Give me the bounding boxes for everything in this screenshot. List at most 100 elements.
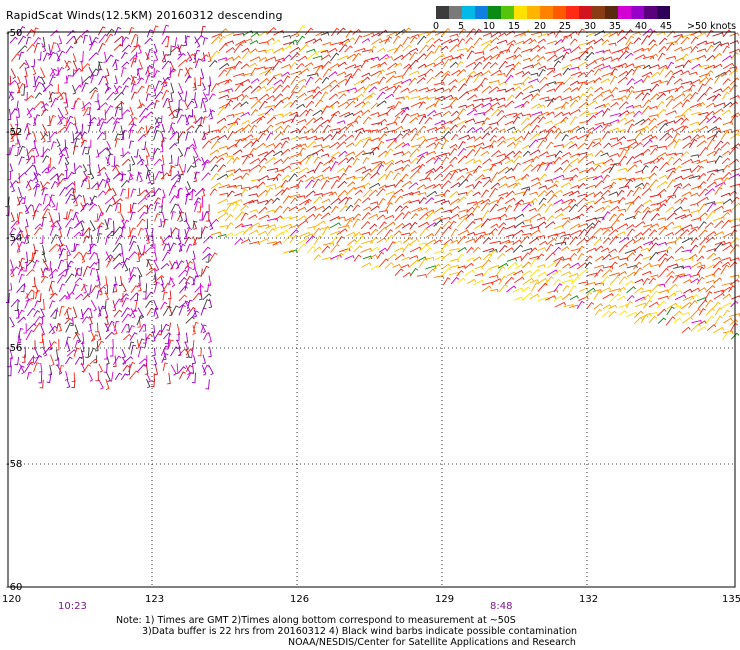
- legend-label-40: 40: [635, 21, 648, 32]
- wind-barb: [322, 42, 332, 46]
- wind-barb: [547, 97, 557, 107]
- wind-barb: [88, 121, 94, 133]
- wind-barb: [225, 169, 236, 173]
- wind-barb: [39, 332, 43, 343]
- wind-barb: [562, 190, 574, 197]
- wind-barb: [570, 215, 581, 221]
- wind-barb: [522, 158, 535, 164]
- wind-barb: [425, 167, 436, 174]
- wind-barb: [481, 117, 490, 126]
- wind-barb: [105, 33, 114, 43]
- wind-barb: [32, 76, 37, 88]
- wind-barb: [89, 347, 97, 358]
- wind-barb: [729, 243, 740, 254]
- wind-barb: [504, 276, 515, 285]
- wind-barb: [339, 111, 351, 118]
- wind-barb: [33, 27, 39, 37]
- wind-barb: [602, 107, 611, 117]
- wind-barb: [200, 307, 207, 316]
- wind-barb: [177, 44, 182, 56]
- wind-barb: [272, 84, 283, 94]
- wind-barb: [648, 277, 656, 285]
- wind-barb: [209, 59, 218, 68]
- wind-barb: [457, 246, 467, 253]
- wind-barb: [443, 209, 453, 214]
- wind-barb: [554, 207, 564, 214]
- wind-barb: [320, 49, 329, 54]
- wind-barb: [729, 257, 740, 262]
- wind-barb: [544, 129, 554, 139]
- wind-barb: [145, 93, 151, 102]
- wind-barb: [346, 120, 359, 126]
- wind-barb: [314, 65, 324, 75]
- wind-barb: [626, 224, 635, 230]
- wind-barb: [370, 112, 380, 116]
- wind-barb: [305, 205, 317, 213]
- wind-barb: [528, 139, 539, 148]
- wind-barb: [12, 124, 19, 136]
- wind-barb: [226, 157, 235, 164]
- wind-barb: [104, 86, 112, 94]
- wind-barb: [673, 236, 683, 243]
- wind-barb: [34, 146, 40, 158]
- wind-barb: [538, 197, 547, 205]
- wind-barb: [25, 132, 32, 140]
- wind-barb: [609, 218, 620, 229]
- wind-barb: [320, 32, 330, 36]
- wind-barb: [137, 227, 144, 236]
- wind-barb: [690, 261, 702, 269]
- wind-barb: [226, 222, 234, 230]
- wind-barb: [576, 262, 588, 270]
- wind-barb: [586, 301, 595, 309]
- wind-barb: [624, 52, 634, 59]
- wind-barb: [632, 195, 642, 204]
- wind-barb: [114, 106, 121, 117]
- wind-barb: [569, 295, 579, 300]
- wind-barb: [688, 294, 699, 302]
- wind-barb: [274, 142, 283, 149]
- lat-lon-grid: [8, 32, 735, 587]
- wind-barb: [649, 144, 659, 149]
- wind-barb: [312, 38, 323, 44]
- wind-barb: [344, 255, 355, 260]
- wind-barb: [146, 203, 154, 212]
- wind-barb: [178, 242, 183, 252]
- wind-barb: [9, 36, 18, 44]
- wind-barb: [393, 54, 405, 61]
- wind-barb: [345, 219, 353, 227]
- wind-barb: [712, 93, 722, 102]
- wind-barb: [39, 379, 44, 389]
- wind-barb: [456, 269, 464, 277]
- wind-barb: [586, 166, 595, 173]
- wind-barb: [23, 260, 28, 272]
- wind-barb: [458, 91, 470, 100]
- wind-barb: [65, 260, 69, 271]
- wind-barb: [496, 39, 508, 45]
- wind-barb: [472, 103, 484, 110]
- wind-barb: [539, 96, 550, 101]
- wind-barb: [601, 269, 613, 278]
- wind-barb: [513, 202, 522, 212]
- wind-barb: [336, 71, 347, 77]
- wind-barb: [321, 256, 332, 261]
- wind-barb: [139, 107, 149, 118]
- wind-barb: [489, 240, 502, 245]
- wind-barb: [185, 275, 193, 284]
- wind-barb: [714, 307, 723, 316]
- wind-barb: [219, 192, 229, 197]
- wind-barb: [698, 203, 707, 212]
- wind-barb: [361, 262, 372, 268]
- wind-barb: [562, 293, 572, 301]
- wind-barb: [305, 213, 316, 221]
- wind-barb: [433, 38, 442, 44]
- wind-barb: [108, 371, 114, 382]
- wind-barb: [424, 247, 433, 254]
- wind-barb: [699, 237, 709, 246]
- wind-barb: [642, 299, 653, 309]
- wind-barb: [235, 39, 247, 46]
- wind-barb: [602, 237, 611, 244]
- wind-barb: [162, 349, 167, 361]
- wind-barb: [88, 243, 97, 252]
- wind-barb: [145, 189, 151, 198]
- wind-barb: [281, 165, 292, 172]
